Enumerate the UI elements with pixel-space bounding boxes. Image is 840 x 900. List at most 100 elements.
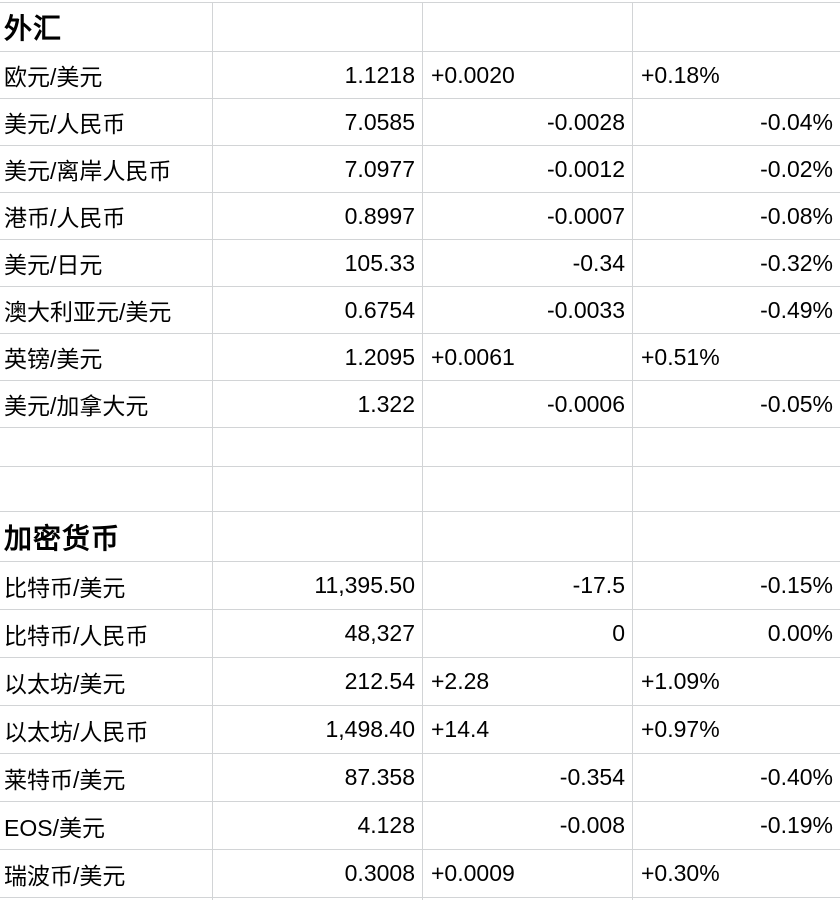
change-pct-cell[interactable]: -0.32% [760,249,833,276]
section-header-row: 外汇 [0,3,840,52]
pair-name-cell[interactable]: 美元/人民币 [0,99,213,145]
table-row: 美元/加拿大元 1.322 -0.0006 -0.05% [0,381,840,428]
price-cell[interactable]: 87.358 [213,754,423,801]
empty-cell[interactable] [423,512,633,561]
change-cell[interactable]: +2.28 [423,658,633,705]
change-pct-cell[interactable]: +0.30% [641,860,720,886]
price-cell[interactable]: 1.1218 [213,52,423,98]
change-pct-cell[interactable]: 0.00% [767,620,833,646]
table-row: 比特币/人民币 48,327 0 0.00% [0,610,840,658]
empty-cell[interactable] [423,3,633,51]
change-cell[interactable]: -0.0006 [423,381,633,427]
table-row: 瑞波币/美元 0.3008 +0.0009 +0.30% [0,850,840,898]
pair-name-cell[interactable]: 美元/加拿大元 [0,381,213,427]
change-pct-cell[interactable]: -0.40% [760,764,833,790]
pair-name-cell[interactable]: 美元/日元 [0,240,213,286]
price-cell[interactable]: 11,395.50 [213,562,423,609]
empty-cell[interactable] [213,898,423,900]
table-row: 澳大利亚元/美元 0.6754 -0.0033 -0.49% [0,287,840,334]
change-cell[interactable]: -0.008 [423,802,633,849]
price-cell[interactable]: 0.8997 [213,193,423,239]
empty-cell[interactable] [213,467,423,511]
change-pct-cell[interactable]: +0.18% [641,61,720,88]
empty-cell[interactable] [0,898,213,900]
table-row: 美元/日元 105.33 -0.34 -0.32% [0,240,840,287]
price-cell[interactable]: 4.128 [213,802,423,849]
empty-row [0,428,840,467]
price-cell[interactable]: 1.322 [213,381,423,427]
table-row: 美元/人民币 7.0585 -0.0028 -0.04% [0,99,840,146]
change-pct-cell[interactable]: -0.49% [760,296,833,323]
empty-cell[interactable] [423,467,633,511]
pair-name-cell[interactable]: 欧元/美元 [0,52,213,98]
table-row: 以太坊/人民币 1,498.40 +14.4 +0.97% [0,706,840,754]
change-cell[interactable]: +0.0009 [423,850,633,897]
table-row: 美元/离岸人民币 7.0977 -0.0012 -0.02% [0,146,840,193]
empty-cell[interactable] [633,467,840,511]
pair-name-cell[interactable]: 莱特币/美元 [0,754,213,801]
price-cell[interactable]: 7.0585 [213,99,423,145]
change-cell[interactable]: +14.4 [423,706,633,753]
empty-cell[interactable] [633,428,840,466]
pair-name-cell[interactable]: 英镑/美元 [0,334,213,380]
empty-cell[interactable] [0,467,213,511]
price-cell[interactable]: 7.0977 [213,146,423,192]
pair-name-cell[interactable]: 澳大利亚元/美元 [0,287,213,333]
change-pct-cell[interactable]: -0.19% [760,812,833,838]
price-cell[interactable]: 48,327 [213,610,423,657]
section-title[interactable]: 加密货币 [0,512,213,561]
empty-cell[interactable] [213,3,423,51]
price-cell[interactable]: 1,498.40 [213,706,423,753]
change-pct-cell[interactable]: +0.51% [641,343,720,370]
pair-name-cell[interactable]: 美元/离岸人民币 [0,146,213,192]
empty-cell[interactable] [423,898,633,900]
change-cell[interactable]: -0.0007 [423,193,633,239]
table-row: 比特币/美元 11,395.50 -17.5 -0.15% [0,562,840,610]
pair-name-cell[interactable]: 港币/人民币 [0,193,213,239]
table-row: EOS/美元 4.128 -0.008 -0.19% [0,802,840,850]
pair-name-cell[interactable]: 比特币/美元 [0,562,213,609]
table-row: 欧元/美元 1.1218 +0.0020 +0.18% [0,52,840,99]
change-cell[interactable]: 0 [423,610,633,657]
partial-row [0,898,840,900]
change-pct-cell[interactable]: -0.04% [760,108,833,135]
change-pct-cell[interactable]: -0.02% [760,155,833,182]
change-cell[interactable]: -0.0012 [423,146,633,192]
change-cell[interactable]: -0.0028 [423,99,633,145]
change-pct-cell[interactable]: +1.09% [641,668,720,694]
change-cell[interactable]: +0.0020 [423,52,633,98]
empty-cell[interactable] [633,512,840,561]
empty-cell[interactable] [0,428,213,466]
price-cell[interactable]: 1.2095 [213,334,423,380]
change-cell[interactable]: +0.0061 [423,334,633,380]
price-cell[interactable]: 212.54 [213,658,423,705]
change-pct-cell[interactable]: -0.15% [760,572,833,598]
pair-name-cell[interactable]: 比特币/人民币 [0,610,213,657]
change-cell[interactable]: -0.0033 [423,287,633,333]
table-row: 莱特币/美元 87.358 -0.354 -0.40% [0,754,840,802]
price-cell[interactable]: 0.6754 [213,287,423,333]
empty-cell[interactable] [423,428,633,466]
table-row: 港币/人民币 0.8997 -0.0007 -0.08% [0,193,840,240]
empty-cell[interactable] [633,3,840,51]
table-row: 英镑/美元 1.2095 +0.0061 +0.51% [0,334,840,381]
change-cell[interactable]: -0.354 [423,754,633,801]
change-pct-cell[interactable]: -0.08% [760,202,833,229]
change-pct-cell[interactable]: -0.05% [760,390,833,417]
pair-name-cell[interactable]: EOS/美元 [0,802,213,849]
price-cell[interactable]: 105.33 [213,240,423,286]
table-row: 以太坊/美元 212.54 +2.28 +1.09% [0,658,840,706]
change-cell[interactable]: -17.5 [423,562,633,609]
pair-name-cell[interactable]: 以太坊/美元 [0,658,213,705]
empty-cell[interactable] [213,428,423,466]
change-cell[interactable]: -0.34 [423,240,633,286]
empty-cell[interactable] [213,512,423,561]
section-header-row: 加密货币 [0,512,840,562]
section-title[interactable]: 外汇 [0,3,213,51]
pair-name-cell[interactable]: 瑞波币/美元 [0,850,213,897]
pair-name-cell[interactable]: 以太坊/人民币 [0,706,213,753]
change-pct-cell[interactable]: +0.97% [641,716,720,742]
price-cell[interactable]: 0.3008 [213,850,423,897]
empty-row [0,467,840,512]
